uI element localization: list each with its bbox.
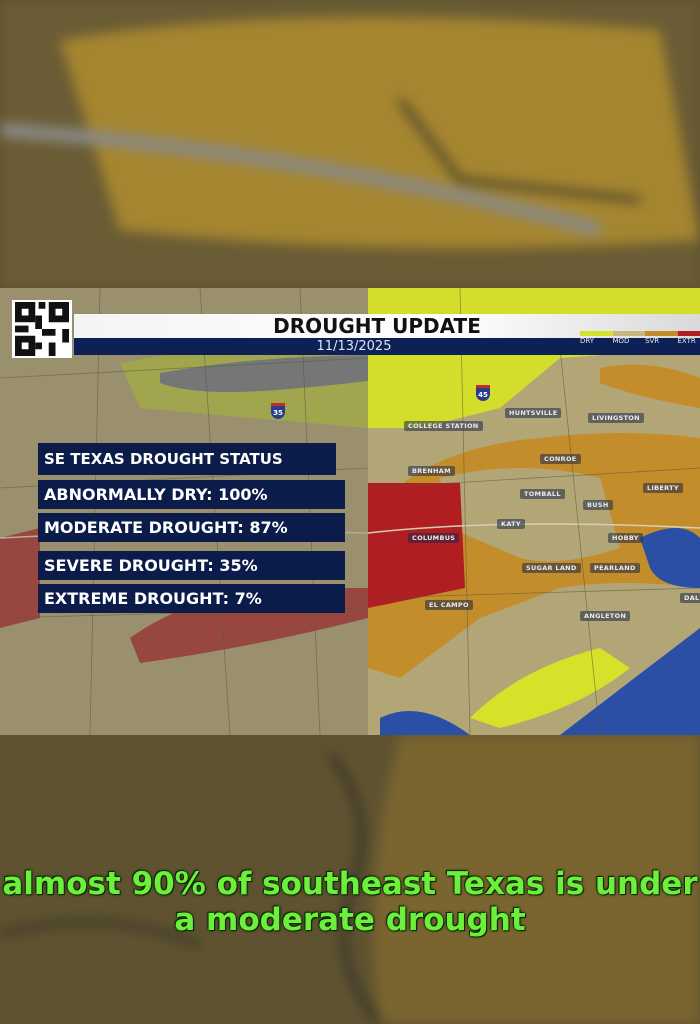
city-label: BRENHAM <box>408 466 455 476</box>
drought-map: DROUGHT UPDATE 11/13/2025 DRY MOD SVR EXTR … <box>0 288 700 735</box>
city-label: LIVINGSTON <box>588 413 644 423</box>
interstate-45-shield: 45 <box>476 385 490 401</box>
city-label: PEARLAND <box>590 563 640 573</box>
blurred-background-bottom <box>0 735 700 1024</box>
city-label: TOMBALL <box>520 489 565 499</box>
city-label: DAL <box>680 593 700 603</box>
legend-swatch <box>612 331 645 336</box>
stat-severe-drought: SEVERE DROUGHT: 35% <box>38 551 345 580</box>
stat-moderate-drought: MODERATE DROUGHT: 87% <box>38 513 345 542</box>
banner-date: 11/13/2025 <box>316 339 392 354</box>
panel-title: SE TEXAS DROUGHT STATUS <box>38 443 336 475</box>
qr-code[interactable] <box>12 300 72 358</box>
city-label: LIBERTY <box>643 483 683 493</box>
title-banner: DROUGHT UPDATE 11/13/2025 DRY MOD SVR EXTR <box>74 314 700 355</box>
drought-legend: DRY MOD SVR EXTR <box>580 331 700 345</box>
legend-swatch <box>645 331 678 336</box>
city-label: KATY <box>497 519 525 529</box>
city-label: EL CAMPO <box>425 600 473 610</box>
video-caption: almost 90% of southeast Texas is under a… <box>2 866 698 939</box>
stat-abnormally-dry: ABNORMALLY DRY: 100% <box>38 480 345 509</box>
city-label: HUNTSVILLE <box>505 408 562 418</box>
legend-swatch <box>580 331 613 336</box>
legend-swatch <box>677 331 700 336</box>
city-label: ANGLETON <box>580 611 631 621</box>
legend-label: MOD <box>612 337 630 345</box>
city-label: BUSH <box>583 500 613 510</box>
map-dim-overlay <box>0 288 368 735</box>
city-label: COLUMBUS <box>408 533 460 543</box>
drought-status-panel: SE TEXAS DROUGHT STATUS ABNORMALLY DRY: … <box>38 443 345 617</box>
interstate-35-shield: 35 <box>271 403 285 419</box>
stat-extreme-drought: EXTREME DROUGHT: 7% <box>38 584 345 613</box>
blurred-background-top <box>0 0 700 288</box>
legend-label: SVR <box>645 337 660 345</box>
city-label: HOBBY <box>608 533 643 543</box>
city-label: CONROE <box>540 454 581 464</box>
legend-label: DRY <box>580 337 595 345</box>
banner-title: DROUGHT UPDATE <box>273 314 481 338</box>
city-label: SUGAR LAND <box>522 563 581 573</box>
legend-label: EXTR <box>677 337 696 345</box>
city-label: COLLEGE STATION <box>404 421 483 431</box>
